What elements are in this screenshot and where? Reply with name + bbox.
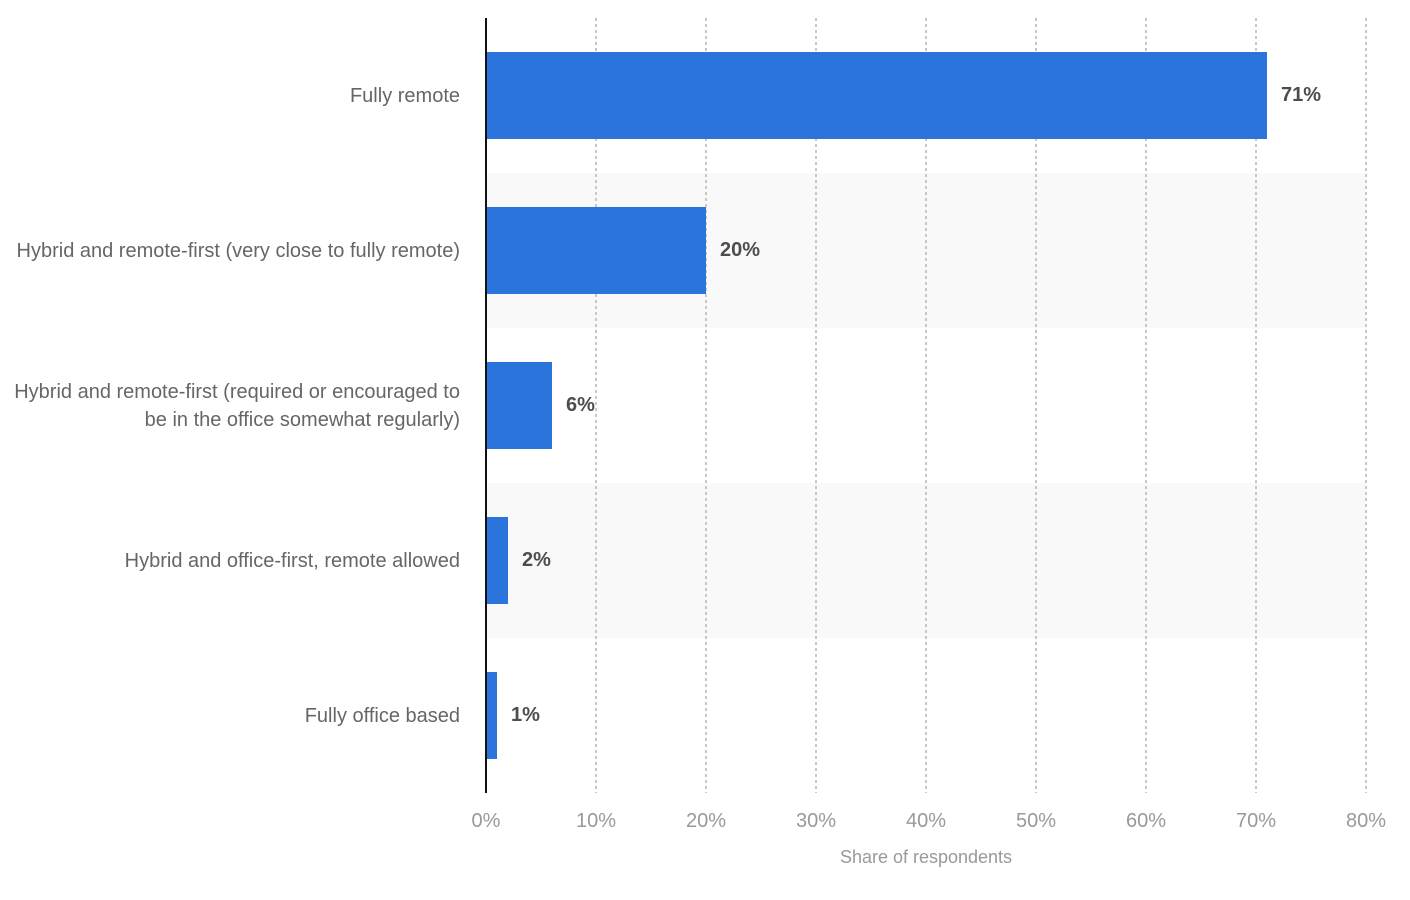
chart-row: Fully remote 71% bbox=[0, 18, 1366, 173]
chart-row: Fully office based 1% bbox=[0, 638, 1366, 793]
category-label: Hybrid and office-first, remote allowed bbox=[124, 549, 460, 572]
value-label: 71% bbox=[1281, 84, 1322, 106]
x-axis-title: Share of respondents bbox=[839, 847, 1013, 867]
plot-strip: 6% bbox=[486, 328, 1366, 483]
category-label: Hybrid and remote-first (required or enc… bbox=[14, 380, 460, 431]
plot-strip: 2% bbox=[486, 483, 1366, 638]
y-axis-line bbox=[485, 18, 487, 793]
plot-strip: 1% bbox=[486, 638, 1366, 793]
x-tick-label: 60% bbox=[1125, 810, 1167, 832]
chart-row: Hybrid and remote-first (required or enc… bbox=[0, 328, 1366, 483]
data-bar bbox=[486, 52, 1267, 139]
x-tick-label: 50% bbox=[1015, 810, 1057, 832]
x-tick-label: 20% bbox=[685, 810, 727, 832]
x-tick-label: 70% bbox=[1235, 810, 1277, 832]
value-label: 1% bbox=[511, 704, 540, 726]
data-bar bbox=[486, 362, 552, 449]
value-label: 6% bbox=[566, 394, 595, 416]
data-bar bbox=[486, 207, 706, 294]
chart-rows: Fully remote 71% Hybrid and remote-first (… bbox=[0, 18, 1366, 793]
x-tick-label: 80% bbox=[1345, 810, 1387, 832]
x-tick-label: 30% bbox=[795, 810, 837, 832]
value-label: 2% bbox=[522, 549, 551, 571]
chart-row: Hybrid and office-first, remote allowed 2… bbox=[0, 483, 1366, 638]
x-axis-ticks: 0% 10% 20% 30% 40% 50% 60% 70% 80% bbox=[0, 810, 1410, 836]
category-label: Fully office based bbox=[304, 704, 460, 727]
category-label: Fully remote bbox=[349, 84, 460, 107]
x-tick-label: 0% bbox=[471, 810, 501, 832]
value-label: 20% bbox=[720, 239, 761, 261]
x-tick-label: 10% bbox=[575, 810, 617, 832]
plot-strip: 20% bbox=[486, 173, 1366, 328]
data-bar bbox=[486, 517, 508, 604]
category-label: Hybrid and remote-first (very close to f… bbox=[16, 239, 460, 262]
data-bar bbox=[486, 672, 497, 759]
x-tick-label: 40% bbox=[905, 810, 947, 832]
plot-strip: 71% bbox=[486, 18, 1366, 173]
chart-row: Hybrid and remote-first (very close to f… bbox=[0, 173, 1366, 328]
